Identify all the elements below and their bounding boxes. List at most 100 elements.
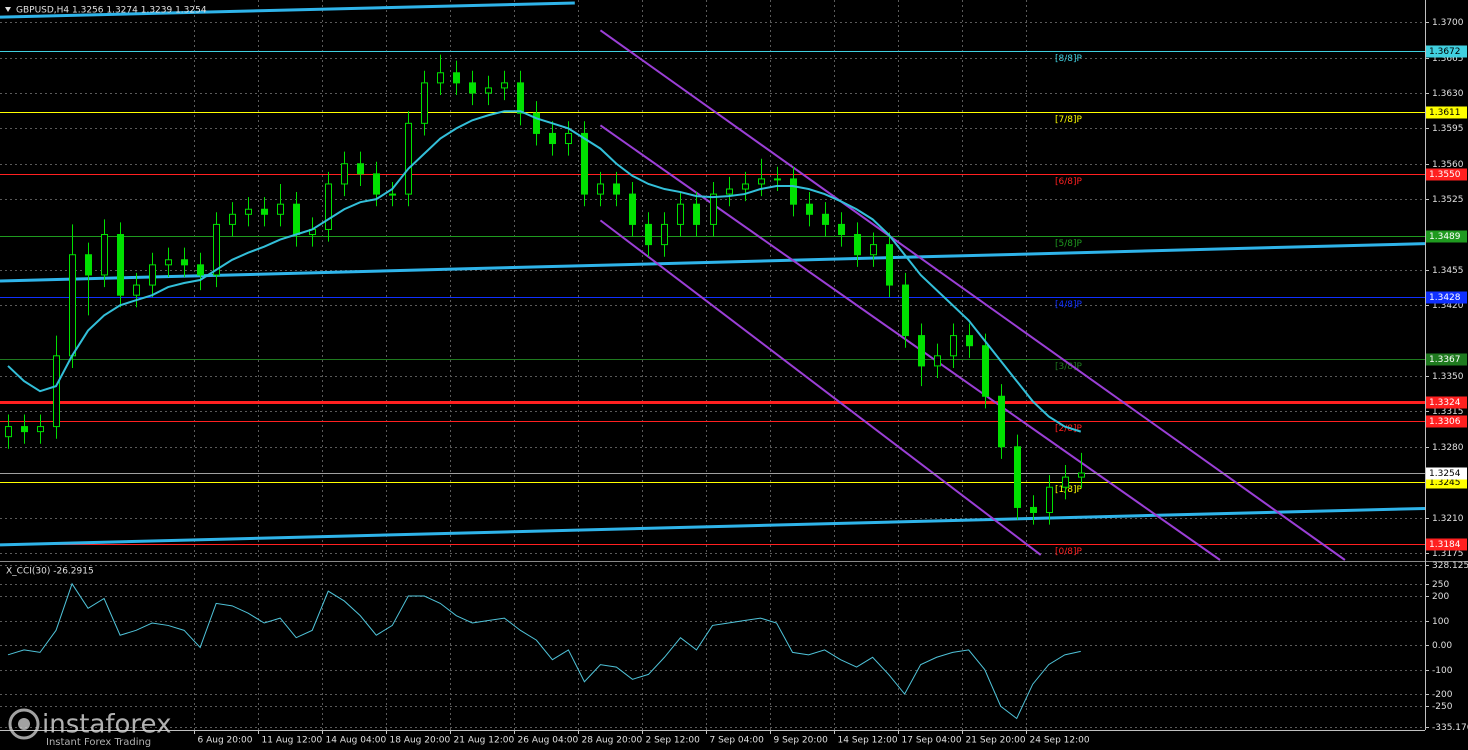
candle-body — [117, 234, 124, 296]
candle-body — [790, 178, 797, 205]
candle-body — [437, 72, 444, 84]
trend-line — [0, 1, 575, 19]
x-tick-label: 2 Sep 12:00 — [646, 736, 701, 746]
candle-body — [245, 208, 252, 215]
candle-body — [982, 345, 989, 397]
price-box-label: 1.3184 — [1429, 540, 1461, 550]
level-label: [5/8]P — [1055, 239, 1083, 249]
candle-body — [149, 264, 156, 286]
candle-body — [758, 178, 765, 185]
x-tick-label: 21 Sep 20:00 — [966, 736, 1026, 746]
candle-body — [453, 72, 460, 84]
x-tick-label: 7 Sep 04:00 — [710, 736, 765, 746]
candle-body — [85, 254, 92, 276]
price-box-label: 1.3306 — [1429, 417, 1461, 427]
candle-body — [133, 284, 140, 296]
price-box — [1426, 538, 1467, 551]
candle-body — [357, 163, 364, 175]
level-label: [3/8]P — [1055, 362, 1083, 372]
candle-body — [870, 244, 877, 256]
price-box-label: 1.3324 — [1429, 398, 1461, 408]
candle-body — [565, 132, 572, 145]
trend-line — [599, 219, 1042, 556]
candle-body — [774, 178, 781, 181]
x-tick-label: 26 Aug 04:00 — [518, 736, 579, 746]
price-box — [1426, 353, 1467, 366]
y-tick-label: 328.1258 — [1432, 561, 1468, 571]
candle-body — [389, 193, 396, 196]
candle-body — [710, 193, 717, 225]
price-box-label: 1.3611 — [1429, 108, 1461, 118]
y-tick-label: 200 — [1432, 592, 1449, 602]
menu-arrow — [5, 7, 11, 12]
y-tick-label: 1.3665 — [1432, 54, 1464, 64]
indicator-title: X_CCI(30) -26.2915 — [6, 567, 94, 577]
candle-body — [1062, 476, 1069, 488]
y-tick-label: 1.3700 — [1432, 18, 1464, 28]
y-tick-label: 1.3560 — [1432, 160, 1464, 170]
candle-body — [213, 223, 220, 276]
candle-body — [1014, 446, 1021, 508]
candle-body — [421, 82, 428, 124]
candle-body — [677, 203, 684, 225]
watermark-subtitle: Instant Forex Trading — [46, 737, 151, 748]
x-tick-label: 17 Sep 04:00 — [902, 736, 962, 746]
price-box-label: 1.3428 — [1429, 293, 1461, 303]
candle-body — [613, 183, 620, 195]
x-tick-label: 24 Sep 12:00 — [1030, 736, 1090, 746]
candle-body — [822, 213, 829, 225]
candle-body — [325, 183, 332, 230]
candle-body — [37, 426, 44, 433]
candle-body — [293, 203, 300, 236]
candle-body — [629, 193, 636, 225]
candle-body — [742, 183, 749, 190]
candle-body — [854, 234, 861, 256]
moving-average — [7, 110, 1082, 433]
y-tick-label: 1.3630 — [1432, 89, 1464, 99]
candle-body — [806, 203, 813, 215]
price-box — [1426, 291, 1467, 304]
x-tick-label: 11 Aug 12:00 — [262, 736, 323, 746]
candle-body — [998, 395, 1005, 448]
y-tick-label: 1.3315 — [1432, 407, 1464, 417]
level-label: [8/8]P — [1055, 54, 1083, 64]
candle-body — [966, 335, 973, 347]
candle-body — [1046, 486, 1053, 513]
y-tick-label: 1.3595 — [1432, 124, 1464, 134]
candle-body — [581, 132, 588, 195]
candle-body — [501, 82, 508, 89]
y-tick-label: 250 — [1432, 580, 1449, 590]
x-tick-label: 14 Aug 04:00 — [326, 736, 387, 746]
candle-body — [277, 203, 284, 215]
candle-body — [902, 284, 909, 337]
y-tick-label: -335.176 — [1432, 723, 1468, 733]
y-tick-label: 1.3175 — [1432, 549, 1464, 559]
candle-body — [21, 426, 28, 433]
y-tick-label: 1.3280 — [1432, 443, 1464, 453]
y-tick-label: -200 — [1432, 690, 1453, 700]
level-label: [1/8]P — [1055, 485, 1083, 495]
candle-body — [5, 426, 12, 438]
candle-body — [934, 355, 941, 367]
level-label: [0/8]P — [1055, 547, 1083, 557]
candle-body — [886, 244, 893, 286]
candle-body — [661, 223, 668, 246]
candle-body — [165, 259, 172, 266]
candle-body — [950, 335, 957, 357]
candle-body — [53, 355, 60, 428]
y-tick-label: 100 — [1432, 617, 1449, 627]
price-box-label: 1.3489 — [1429, 232, 1461, 242]
price-box-label: 1.3672 — [1429, 47, 1461, 57]
candle-body — [69, 254, 76, 357]
candle-body — [469, 82, 476, 94]
x-tick-label: 18 Aug 20:00 — [390, 736, 451, 746]
price-box-label: 1.3367 — [1429, 355, 1461, 365]
candle-body — [918, 335, 925, 367]
level-label: [7/8]P — [1055, 115, 1083, 125]
y-tick-label: -100 — [1432, 666, 1453, 676]
y-tick-label: 1.3350 — [1432, 372, 1464, 382]
candle-body — [517, 82, 524, 114]
chart-title: GBPUSD,H4 1.3256 1.3274 1.3239 1.3254 — [16, 6, 207, 16]
